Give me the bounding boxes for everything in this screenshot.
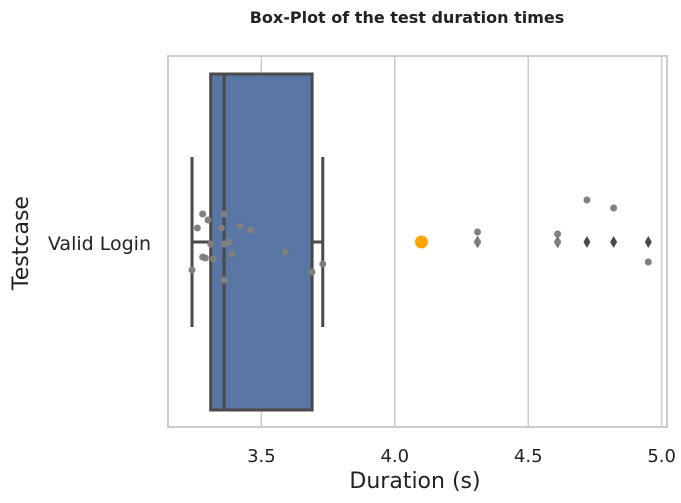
category-label-valid-login: Valid Login — [48, 233, 151, 255]
x-tick-label: 4.5 — [514, 446, 543, 467]
data-point — [610, 204, 618, 212]
data-point — [199, 210, 207, 218]
data-point — [247, 226, 255, 234]
data-point — [220, 276, 228, 284]
plot-area-frame — [167, 55, 668, 428]
data-point — [319, 260, 327, 268]
x-tick-label: 4.0 — [380, 446, 409, 467]
data-point — [236, 222, 244, 230]
data-point — [225, 238, 233, 246]
x-axis-label: Duration (s) — [349, 469, 480, 494]
x-axis-ticks: 3.5 4.0 4.5 5.0 — [247, 446, 676, 467]
x-tick-label: 3.5 — [247, 446, 276, 467]
data-point — [204, 216, 212, 224]
strip-points — [188, 196, 652, 284]
data-point — [188, 266, 196, 274]
data-point — [193, 224, 201, 232]
data-point — [583, 196, 591, 204]
data-point — [474, 228, 482, 236]
outlier-marker — [644, 236, 652, 248]
data-point — [554, 230, 562, 238]
chart-title: Box-Plot of the test duration times — [250, 8, 565, 27]
data-point — [220, 210, 228, 218]
outlier-marker — [583, 236, 591, 248]
data-point — [228, 250, 236, 258]
data-point — [474, 238, 482, 246]
x-tick-label: 5.0 — [647, 446, 676, 467]
data-point — [554, 238, 562, 246]
data-point — [209, 255, 217, 263]
outlier-marker — [610, 236, 618, 248]
data-point — [308, 268, 316, 276]
data-point — [644, 258, 652, 266]
data-point — [207, 240, 215, 248]
y-axis-label: Testcase — [9, 196, 34, 291]
data-point — [281, 248, 289, 256]
highlighted-point — [415, 235, 429, 249]
data-point — [201, 254, 209, 262]
data-point — [220, 240, 228, 248]
data-point — [217, 224, 225, 232]
